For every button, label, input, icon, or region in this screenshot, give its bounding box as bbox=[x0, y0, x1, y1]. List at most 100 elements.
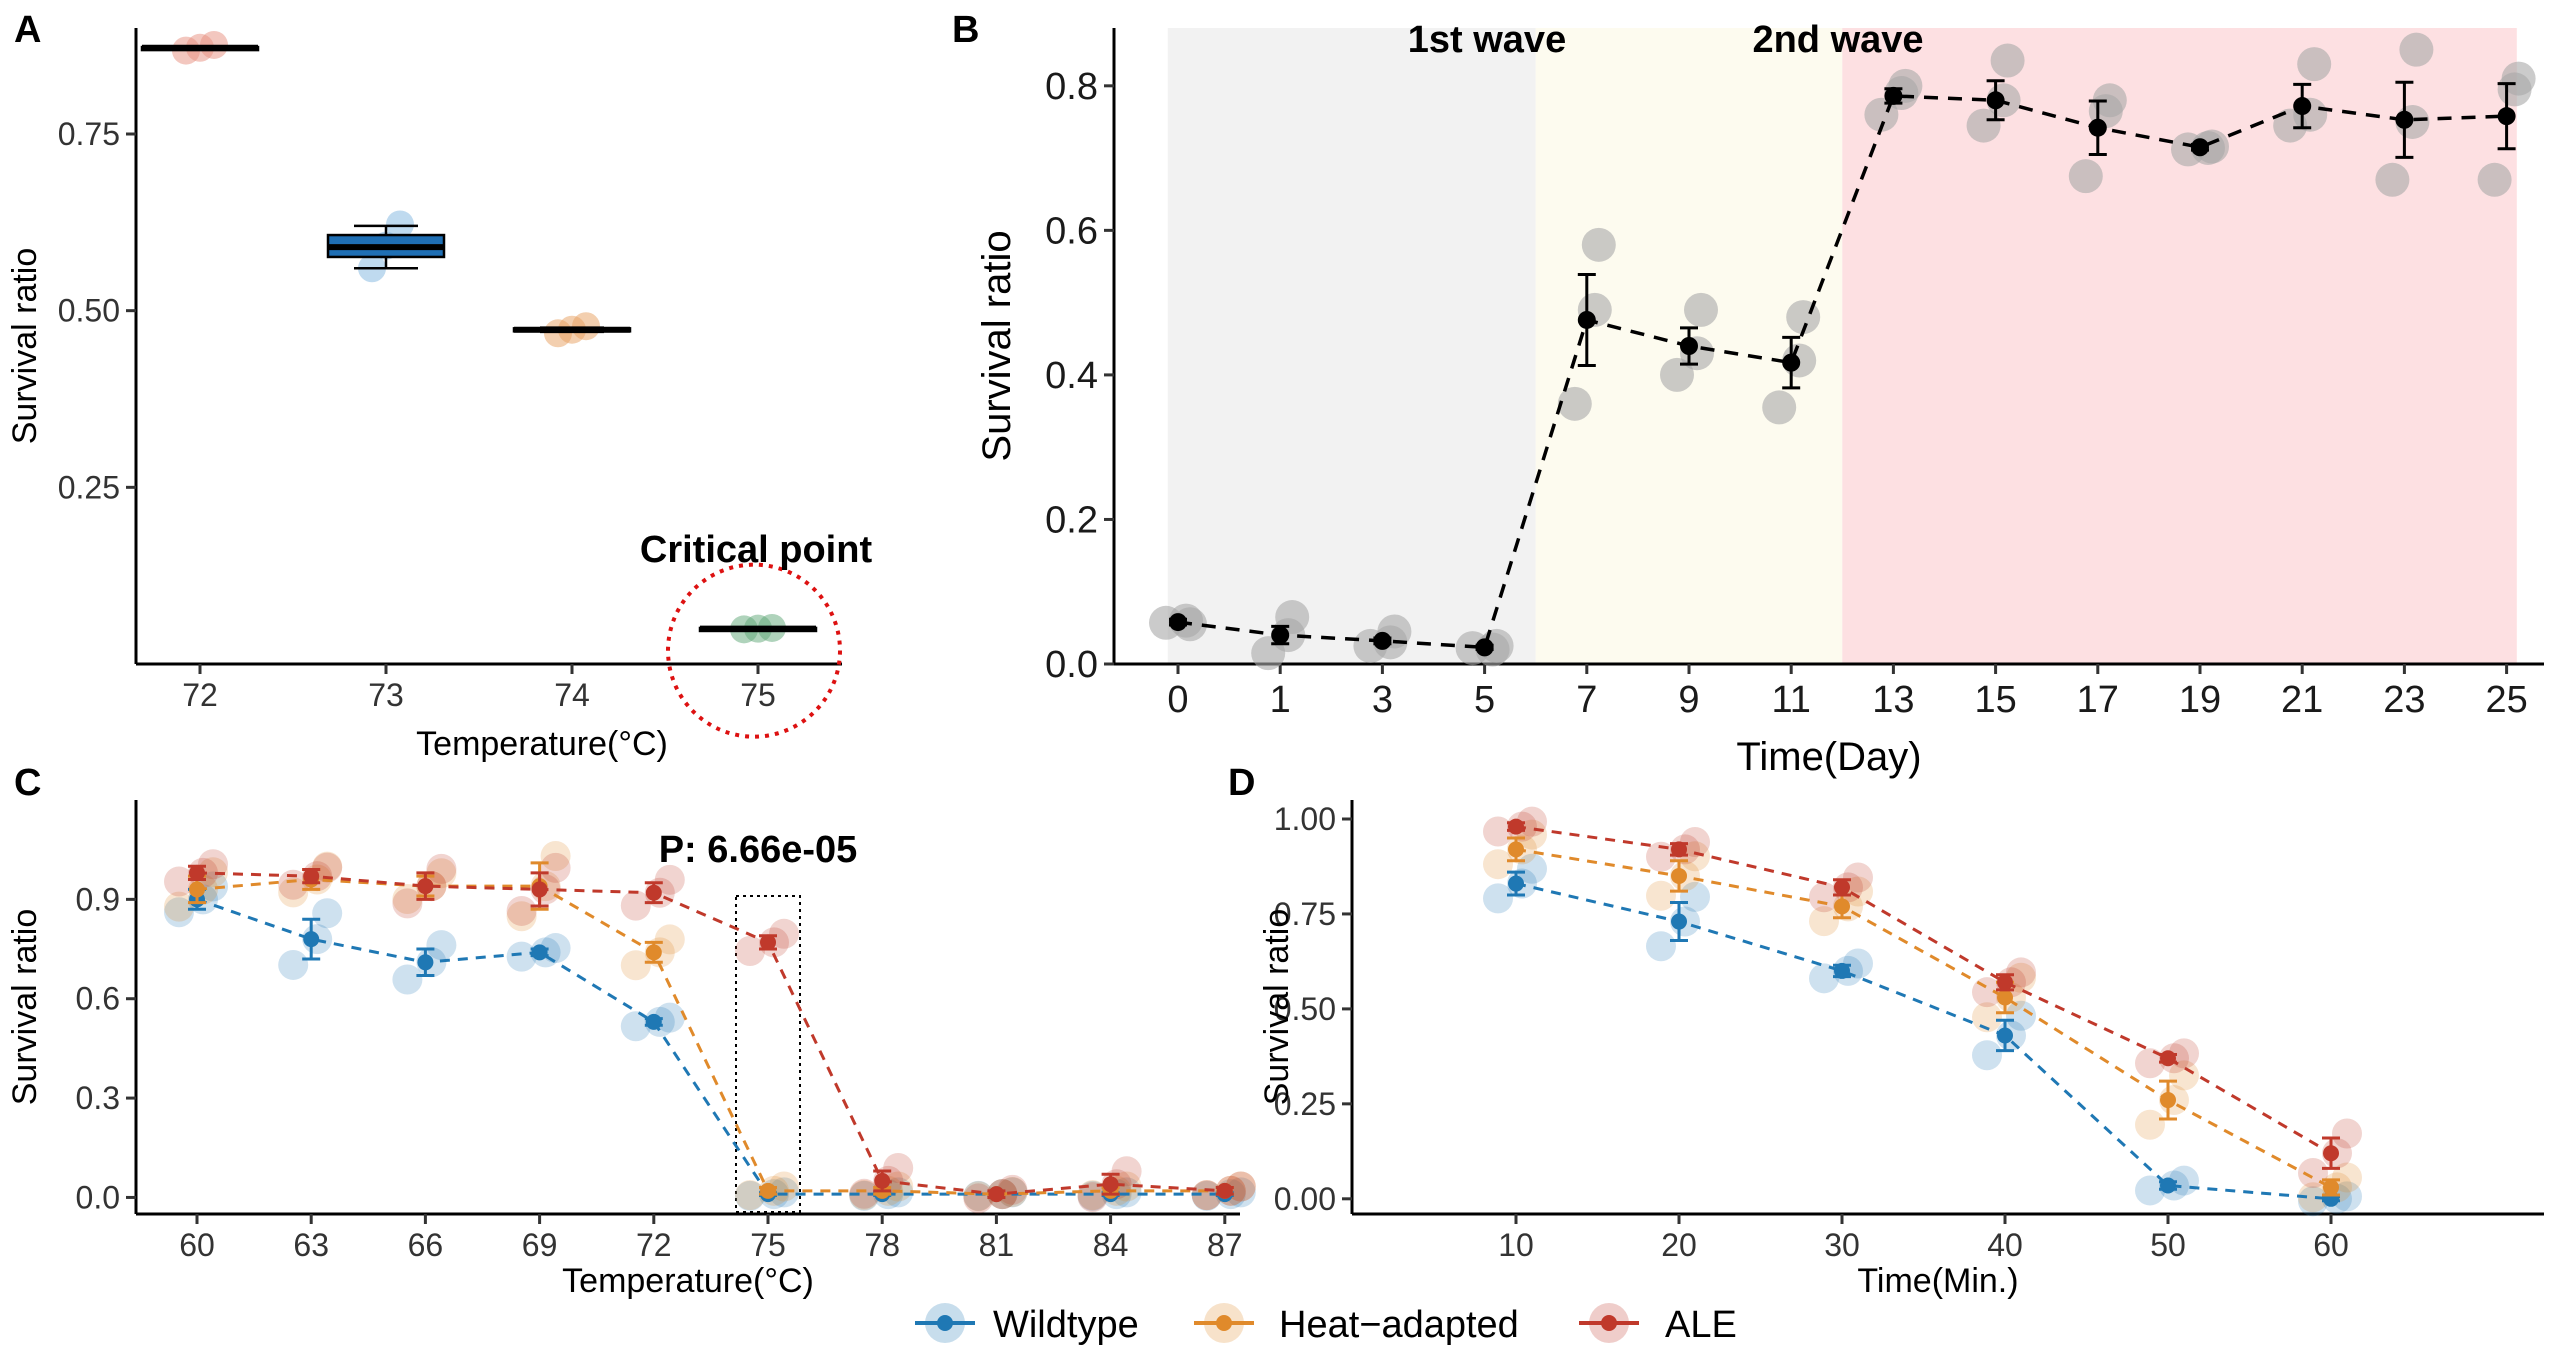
panel-c-point-ale bbox=[303, 868, 320, 885]
panel-c-y-tick-label: 0.6 bbox=[76, 981, 120, 1017]
panel-d-point-heat-adapted bbox=[1671, 867, 1687, 884]
panel-d-x-axis-title: Time(Min.) bbox=[1857, 1262, 2018, 1300]
panel-a-y-axis-title: Survival ratio bbox=[6, 248, 44, 445]
panel-d-y-tick-label: 0.25 bbox=[1274, 1086, 1336, 1122]
panel-b-x-tick-label: 9 bbox=[1678, 679, 1699, 721]
panel-c-y-tick-label: 0.0 bbox=[76, 1179, 120, 1215]
panel-d-replicate-wildtype bbox=[1483, 883, 1513, 914]
panel-b-x-tick-label: 0 bbox=[1167, 679, 1188, 721]
panel-b-replicate-point bbox=[1557, 386, 1592, 421]
panel-d-y-tick-label: 0.00 bbox=[1274, 1181, 1336, 1217]
panel-c-replicate-wildtype bbox=[620, 1011, 651, 1042]
panel-c-replicate-ale bbox=[540, 852, 571, 883]
panel-d-replicate-ale bbox=[2332, 1118, 2362, 1149]
panel-c-y-tick-label: 0.3 bbox=[76, 1080, 120, 1116]
panel-c-point-wildtype bbox=[645, 1013, 662, 1030]
panel-d-point-ale bbox=[1834, 879, 1850, 896]
panel-c-point-ale bbox=[760, 934, 776, 951]
panel-b-mean-point bbox=[2497, 107, 2516, 126]
panel-c-x-tick-label: 66 bbox=[408, 1227, 444, 1263]
panel-b-replicate-point bbox=[1660, 357, 1694, 392]
panel-c-replicate-heat-adapted bbox=[164, 891, 194, 922]
panel-c-replicate-ale bbox=[506, 895, 537, 926]
panel-b-mean-point bbox=[1169, 613, 1187, 632]
panel-c: 0.0 0.3 0.6 0.9 60 63 66 69 72 75 78 81 84 87 Temperat… bbox=[6, 800, 1256, 1300]
legend-dot-wildtype bbox=[937, 1315, 953, 1331]
panel-a-replicate-point bbox=[572, 312, 600, 341]
panel-a-y-tick-label: 0.25 bbox=[58, 469, 120, 505]
panel-b-mean-point bbox=[1271, 626, 1290, 645]
panel-d-replicate-heat-adapted bbox=[1483, 849, 1513, 880]
panel-d-x-tick-label: 20 bbox=[1661, 1227, 1697, 1263]
panel-c-replicate-wildtype bbox=[426, 930, 457, 961]
panel-d-point-heat-adapted bbox=[2323, 1179, 2339, 1196]
panel-c-replicate-ale bbox=[392, 888, 423, 919]
panel-c-replicate-heat-adapted bbox=[506, 901, 537, 932]
panel-b-replicate-point bbox=[2273, 108, 2308, 143]
panel-c-replicate-ale bbox=[849, 1178, 880, 1209]
panel-d-line-heat-adapted bbox=[1515, 847, 2332, 1189]
panel-d-point-heat-adapted bbox=[2160, 1092, 2176, 1109]
panel-b-replicate-point bbox=[2497, 72, 2532, 107]
panel-c-replicate-ale bbox=[164, 866, 194, 897]
panel-a-x-tick-label: 74 bbox=[554, 677, 590, 713]
panel-d-replicate-wildtype bbox=[1809, 963, 1839, 994]
panel-c-point-heat-adapted bbox=[760, 1182, 776, 1199]
panel-c-y-axis-title: Survival ratio bbox=[6, 909, 44, 1106]
panel-b-y-tick-label: 0.0 bbox=[1045, 644, 1098, 686]
panel-b-replicate-point bbox=[2399, 32, 2434, 67]
panel-b-replicate-point bbox=[2068, 159, 2103, 194]
panel-a-x-axis-title: Temperature(°C) bbox=[416, 725, 668, 763]
panel-c-x-tick-label: 81 bbox=[979, 1227, 1015, 1263]
panel-d-line-wildtype bbox=[1515, 882, 2332, 1201]
panel-d-point-heat-adapted bbox=[1508, 841, 1524, 858]
panel-c-replicate-wildtype bbox=[1077, 1180, 1108, 1211]
panel-d-x-tick-label: 50 bbox=[2150, 1227, 2186, 1263]
panel-d-replicate-ale bbox=[1809, 882, 1839, 913]
panel-c-point-ale bbox=[1102, 1176, 1119, 1193]
panel-d-point-wildtype bbox=[1997, 1027, 2013, 1044]
panel-c-replicate-heat-adapted bbox=[1191, 1180, 1222, 1211]
panel-c-replicate-heat-adapted bbox=[620, 950, 651, 981]
panel-c-replicate-wildtype bbox=[278, 949, 309, 980]
panel-c-point-ale bbox=[874, 1172, 891, 1189]
legend-dot-ale bbox=[1601, 1315, 1617, 1331]
panel-label-c: C bbox=[14, 762, 41, 804]
panel-c-replicate-heat-adapted bbox=[735, 1180, 765, 1211]
panel-d-y-tick-label: 0.50 bbox=[1274, 991, 1336, 1027]
panel-b-replicate-point bbox=[1966, 108, 2001, 143]
panel-d-point-wildtype bbox=[2160, 1177, 2176, 1194]
panel-b-y-tick-label: 0.4 bbox=[1045, 355, 1098, 397]
legend: Wildtype Heat−adapted ALE bbox=[915, 1303, 1737, 1346]
panel-d-point-ale bbox=[1671, 841, 1687, 858]
panel-d-replicate-wildtype bbox=[2006, 1000, 2036, 1031]
panel-d-replicate-heat-adapted bbox=[1809, 906, 1839, 937]
panel-d-x-tick-label: 60 bbox=[2313, 1227, 2349, 1263]
panel-d-replicate-wildtype bbox=[1972, 1040, 2002, 1071]
panel-c-highlight-box bbox=[735, 895, 801, 1213]
panel-b-mean-point bbox=[2088, 118, 2107, 137]
panel-b-replicate-point bbox=[2297, 47, 2332, 82]
panel-b-x-tick-label: 3 bbox=[1372, 679, 1393, 721]
panel-c-point-wildtype bbox=[417, 954, 434, 971]
panel-c-x-tick-label: 69 bbox=[522, 1227, 558, 1263]
panel-c-x-tick-label: 78 bbox=[864, 1227, 900, 1263]
panel-d-replicate-heat-adapted bbox=[2298, 1182, 2328, 1213]
panel-c-point-ale bbox=[189, 864, 205, 881]
panel-d-replicate-heat-adapted bbox=[2332, 1162, 2362, 1193]
panel-b-replicate-point bbox=[1762, 390, 1797, 425]
panel-c-point-heat-adapted bbox=[645, 944, 662, 961]
panel-c-replicate-wildtype bbox=[312, 898, 343, 929]
legend-item-ale: ALE bbox=[1579, 1303, 1737, 1346]
panel-a-critical-point-circle bbox=[666, 562, 842, 739]
panel-b-y-tick-label: 0.6 bbox=[1045, 210, 1098, 252]
panel-b-mean-point bbox=[1680, 337, 1698, 355]
panel-d-point-ale bbox=[2323, 1145, 2339, 1162]
panel-b-y-axis-title: Survival ratio bbox=[975, 230, 1019, 461]
panel-d-replicate-heat-adapted bbox=[2135, 1109, 2165, 1140]
panel-d-point-wildtype bbox=[1508, 875, 1524, 892]
panel-c-replicate-heat-adapted bbox=[392, 884, 423, 915]
panel-c-x-tick-label: 63 bbox=[293, 1227, 329, 1263]
panel-c-x-tick-label: 72 bbox=[636, 1227, 672, 1263]
